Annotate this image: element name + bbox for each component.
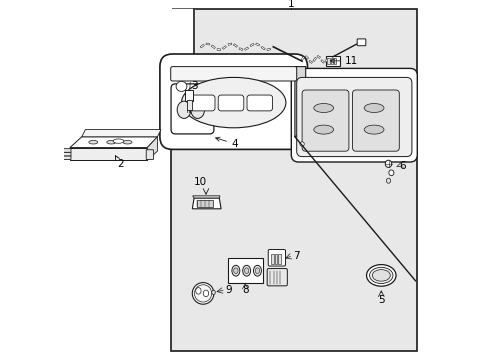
Polygon shape bbox=[170, 9, 194, 126]
FancyBboxPatch shape bbox=[246, 95, 272, 111]
Ellipse shape bbox=[231, 265, 239, 276]
FancyBboxPatch shape bbox=[218, 95, 244, 111]
Bar bbox=[330, 58, 332, 64]
Text: 7: 7 bbox=[292, 251, 299, 261]
Ellipse shape bbox=[123, 140, 132, 144]
Polygon shape bbox=[70, 148, 147, 160]
Ellipse shape bbox=[233, 268, 238, 274]
FancyBboxPatch shape bbox=[185, 90, 193, 101]
Text: 9: 9 bbox=[225, 285, 232, 295]
Polygon shape bbox=[192, 198, 221, 209]
FancyBboxPatch shape bbox=[160, 54, 307, 149]
FancyBboxPatch shape bbox=[62, 152, 71, 156]
Ellipse shape bbox=[89, 140, 98, 144]
Text: 4: 4 bbox=[215, 137, 238, 149]
Ellipse shape bbox=[242, 265, 250, 276]
Ellipse shape bbox=[313, 104, 333, 112]
Text: 6: 6 bbox=[399, 161, 405, 171]
Ellipse shape bbox=[194, 285, 211, 302]
FancyBboxPatch shape bbox=[186, 100, 192, 110]
Text: 3: 3 bbox=[191, 81, 198, 91]
Bar bbox=[274, 254, 277, 264]
FancyBboxPatch shape bbox=[171, 84, 213, 134]
FancyBboxPatch shape bbox=[62, 149, 71, 152]
Polygon shape bbox=[294, 67, 305, 137]
Polygon shape bbox=[192, 196, 220, 198]
FancyBboxPatch shape bbox=[227, 258, 263, 283]
FancyBboxPatch shape bbox=[146, 150, 153, 159]
Text: 10: 10 bbox=[193, 177, 206, 187]
Text: 11: 11 bbox=[329, 56, 358, 66]
Bar bbox=[170, 9, 416, 351]
Ellipse shape bbox=[369, 267, 392, 284]
Ellipse shape bbox=[181, 77, 285, 128]
Ellipse shape bbox=[253, 265, 261, 276]
Ellipse shape bbox=[211, 290, 215, 294]
Ellipse shape bbox=[113, 139, 123, 143]
Ellipse shape bbox=[203, 290, 208, 297]
Ellipse shape bbox=[388, 170, 393, 176]
Ellipse shape bbox=[195, 288, 201, 294]
FancyBboxPatch shape bbox=[325, 56, 339, 66]
Ellipse shape bbox=[364, 104, 383, 112]
Ellipse shape bbox=[244, 268, 248, 274]
Ellipse shape bbox=[366, 265, 395, 286]
Ellipse shape bbox=[190, 101, 204, 118]
FancyBboxPatch shape bbox=[62, 156, 71, 159]
Ellipse shape bbox=[371, 270, 389, 281]
Text: 2: 2 bbox=[115, 156, 123, 170]
Text: 1: 1 bbox=[287, 0, 294, 9]
FancyBboxPatch shape bbox=[291, 68, 416, 162]
Polygon shape bbox=[147, 137, 157, 160]
Bar bbox=[197, 200, 213, 207]
Ellipse shape bbox=[192, 283, 213, 304]
Bar bbox=[270, 254, 273, 264]
FancyBboxPatch shape bbox=[352, 90, 399, 151]
Ellipse shape bbox=[299, 142, 304, 146]
FancyBboxPatch shape bbox=[302, 90, 348, 151]
FancyBboxPatch shape bbox=[189, 95, 215, 111]
Text: 8: 8 bbox=[242, 285, 248, 295]
Text: 5: 5 bbox=[377, 294, 384, 305]
Bar bbox=[278, 254, 280, 264]
FancyBboxPatch shape bbox=[170, 67, 296, 81]
Bar bbox=[326, 58, 329, 64]
Ellipse shape bbox=[177, 101, 190, 118]
Polygon shape bbox=[70, 137, 157, 148]
Ellipse shape bbox=[106, 140, 116, 144]
FancyBboxPatch shape bbox=[296, 77, 411, 157]
Ellipse shape bbox=[176, 81, 186, 91]
Ellipse shape bbox=[313, 125, 333, 134]
Ellipse shape bbox=[255, 268, 259, 274]
FancyBboxPatch shape bbox=[266, 269, 287, 286]
FancyBboxPatch shape bbox=[268, 249, 285, 266]
Polygon shape bbox=[81, 130, 161, 137]
Ellipse shape bbox=[386, 178, 390, 183]
FancyBboxPatch shape bbox=[356, 39, 365, 46]
Ellipse shape bbox=[385, 160, 391, 167]
Ellipse shape bbox=[364, 125, 383, 134]
Bar bbox=[333, 58, 336, 64]
